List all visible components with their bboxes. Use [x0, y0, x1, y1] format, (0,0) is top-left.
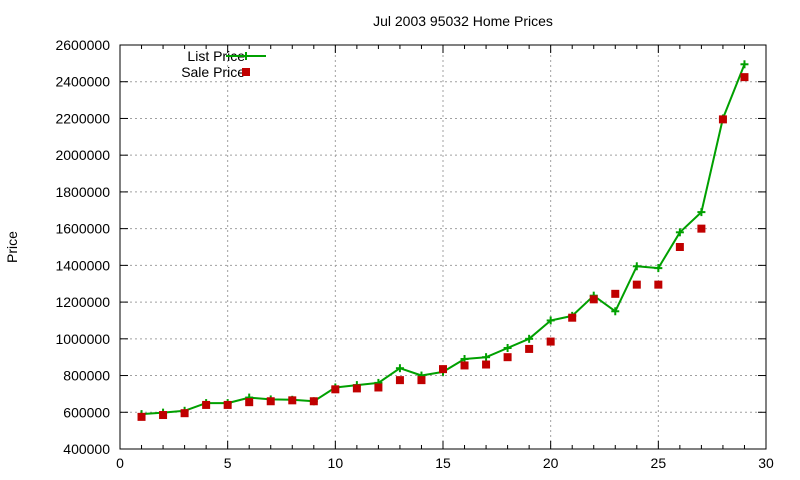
sale-price-point	[589, 295, 598, 304]
sale-price-point	[245, 398, 254, 407]
legend-swatch-sale-marker	[242, 68, 250, 76]
legend: List Price Sale Price	[181, 48, 266, 80]
sale-price-point	[568, 313, 577, 322]
sale-price-point	[654, 280, 663, 289]
list-price-point	[482, 353, 491, 362]
y-tick-label: 1800000	[55, 184, 110, 200]
sale-price-point	[632, 280, 641, 289]
legend-marks	[226, 52, 266, 76]
y-tick-label: 2600000	[55, 37, 110, 53]
x-tick-label: 5	[224, 455, 232, 471]
list-price-point	[632, 262, 641, 271]
series	[137, 60, 749, 421]
sale-price-point	[460, 361, 469, 370]
sale-price-point	[503, 353, 512, 362]
y-tick-label: 1000000	[55, 331, 110, 347]
sale-price-point	[288, 396, 297, 405]
list-price-point	[654, 264, 663, 273]
sale-price-point	[266, 397, 275, 406]
sale-price-point	[740, 73, 749, 82]
x-tick-label: 20	[543, 455, 559, 471]
sale-price-point	[223, 400, 232, 409]
sale-price-point	[525, 344, 534, 353]
sale-price-point	[374, 383, 383, 392]
sale-price-point	[482, 360, 491, 369]
x-tick-label: 15	[435, 455, 451, 471]
y-tick-label: 600000	[63, 404, 110, 420]
axis-ticks: 400000 600000 800000 1000000 1200000 1400000 1…	[55, 37, 774, 471]
x-tick-label: 30	[758, 455, 774, 471]
sale-price-point	[137, 412, 146, 421]
chart-title: Jul 2003 95032 Home Prices	[373, 13, 553, 29]
list-price-point	[525, 334, 534, 343]
sale-price-point	[439, 365, 447, 374]
sale-price-point	[331, 385, 340, 394]
y-tick-label: 2000000	[55, 147, 110, 163]
sale-price-point	[546, 337, 555, 346]
sale-price-point	[352, 384, 361, 393]
legend-label-sale-price: Sale Price	[181, 64, 245, 80]
y-axis-label: Price	[4, 231, 20, 263]
sale-price-point	[718, 115, 727, 124]
list-price-point	[611, 307, 620, 316]
y-tick-label: 1600000	[55, 221, 110, 237]
sale-price-point	[202, 400, 211, 409]
sale-price-point	[395, 376, 404, 385]
sale-price-point	[697, 224, 706, 233]
sale-price-point	[180, 409, 189, 418]
legend-swatch-list-marker	[242, 52, 250, 60]
grid	[120, 45, 766, 449]
y-tick-label: 1200000	[55, 294, 110, 310]
sale-price-point	[417, 376, 426, 385]
x-tick-label: 25	[651, 455, 667, 471]
list-price-point	[503, 344, 512, 352]
x-tick-label: 10	[328, 455, 344, 471]
y-tick-label: 1400000	[55, 257, 110, 273]
x-tick-label: 0	[116, 455, 124, 471]
y-tick-label: 2200000	[55, 110, 110, 126]
sale-price-point	[675, 243, 684, 251]
list-price-point	[740, 60, 749, 69]
list-price-point	[697, 208, 706, 217]
list-price-point	[675, 228, 684, 237]
list-price-point	[395, 364, 404, 373]
sale-price-point	[611, 289, 620, 298]
list-price-point	[546, 316, 555, 325]
y-tick-label: 800000	[63, 368, 110, 384]
legend-label-list-price: List Price	[187, 48, 245, 64]
sale-price-point	[159, 411, 168, 420]
sale-price-point	[309, 397, 318, 406]
y-tick-label: 2400000	[55, 74, 110, 90]
y-tick-label: 400000	[63, 441, 110, 457]
